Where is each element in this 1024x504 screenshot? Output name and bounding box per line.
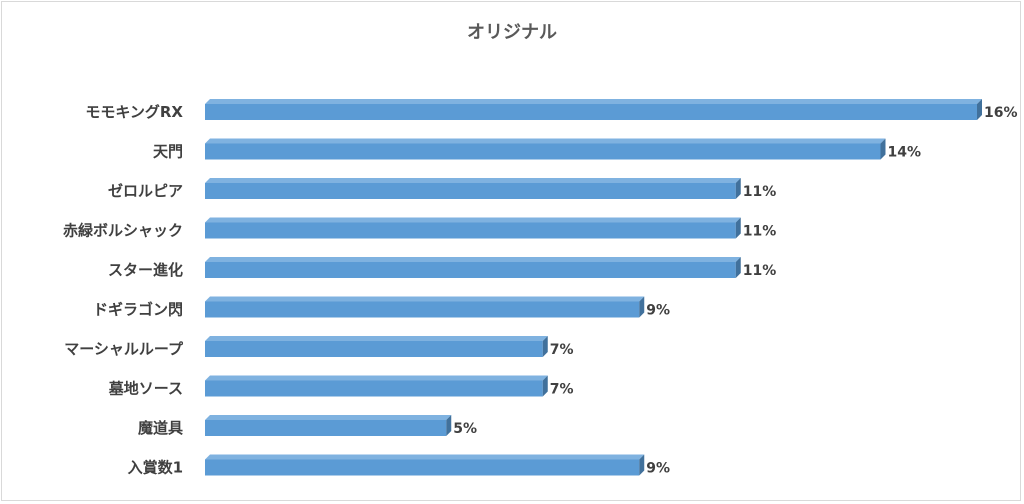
bar-top-face — [205, 296, 645, 302]
bar-side-face — [639, 296, 645, 318]
bar — [205, 262, 736, 278]
bar — [205, 104, 977, 120]
chart-title: オリジナル — [467, 22, 557, 43]
bar-top-face — [205, 99, 982, 104]
bar — [205, 459, 640, 476]
bar-side-face — [639, 454, 645, 476]
bar-side-face — [735, 217, 741, 239]
category-label: 入賞数1 — [128, 459, 183, 477]
data-label: 9% — [646, 303, 670, 319]
bar-top-face — [205, 454, 645, 460]
bar-side-face — [735, 178, 741, 199]
bar-side-face — [446, 415, 452, 436]
data-label: 5% — [453, 421, 477, 437]
bar-side-face — [880, 138, 886, 160]
data-label: 7% — [550, 342, 574, 358]
bar-side-face — [542, 336, 548, 357]
bar-top-face — [205, 375, 548, 381]
data-label: 11% — [743, 263, 777, 279]
bar-top-face — [205, 138, 886, 144]
bar — [205, 222, 736, 239]
bar — [205, 341, 543, 357]
category-label: モモキングRX — [85, 103, 183, 121]
data-label: 16% — [984, 105, 1018, 121]
category-label: スター進化 — [108, 261, 183, 279]
data-label: 14% — [888, 145, 922, 161]
data-label: 9% — [646, 461, 670, 477]
data-label: 7% — [550, 382, 574, 398]
bar-side-face — [977, 99, 982, 120]
bar-top-face — [205, 178, 741, 183]
bar — [205, 183, 736, 199]
bar — [205, 143, 881, 160]
data-label: 11% — [743, 184, 777, 200]
category-label: 墓地ソース — [108, 380, 183, 398]
bar — [205, 380, 543, 397]
bar-top-face — [205, 336, 548, 341]
category-label: ドギラゴン閃 — [93, 301, 183, 319]
category-label: 天門 — [153, 143, 183, 161]
data-label: 11% — [743, 224, 777, 240]
bar — [205, 301, 640, 318]
bar — [205, 420, 447, 436]
bar-top-face — [205, 257, 741, 262]
category-label: マーシャルループ — [64, 340, 184, 358]
category-label: 魔道具 — [138, 419, 183, 437]
category-label: 赤緑ボルシャック — [63, 222, 183, 240]
category-label: ゼロルピア — [108, 182, 183, 200]
bar-side-face — [735, 257, 741, 278]
bar-top-face — [205, 415, 452, 420]
bar-top-face — [205, 217, 741, 223]
bar-side-face — [542, 375, 548, 397]
